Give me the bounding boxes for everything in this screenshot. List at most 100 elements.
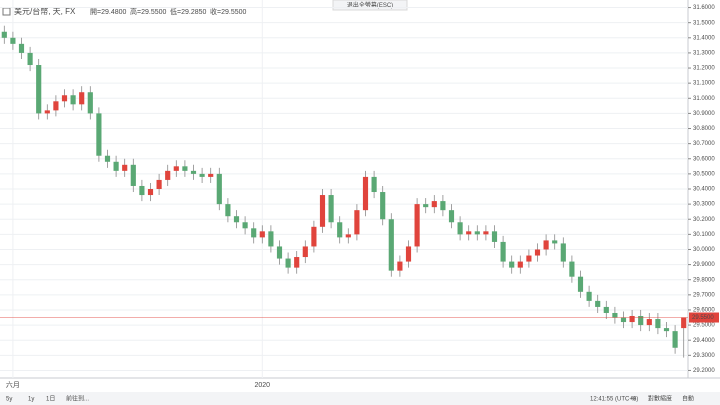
candle-body — [629, 316, 635, 323]
candle-body — [526, 255, 532, 262]
exit-button[interactable] — [332, 0, 408, 11]
candle-body — [139, 185, 145, 196]
bottom-toolbar — [0, 392, 720, 405]
candle-body — [534, 249, 541, 256]
candle-body — [18, 43, 25, 53]
candle-body — [380, 192, 386, 220]
candle-body — [113, 161, 119, 171]
candle-body — [225, 204, 231, 217]
candle-body — [216, 173, 222, 205]
y-tick-label: 31.2000 — [693, 66, 715, 72]
candle-body — [208, 173, 214, 177]
toolbar-button[interactable]: 前往到... — [66, 395, 89, 403]
candle-body — [199, 173, 205, 177]
candle-body — [285, 258, 291, 268]
toolbar-button[interactable]: 自動 — [682, 395, 694, 403]
y-tick-label: 31.3000 — [693, 50, 715, 56]
y-tick-label: 29.4000 — [693, 338, 715, 344]
ohlc-legend: 高=29.5500 — [130, 7, 166, 16]
candle-body — [405, 246, 412, 262]
candle-body — [397, 261, 403, 271]
candle-body — [61, 95, 68, 102]
candle-body — [251, 228, 257, 238]
candle-body — [10, 37, 16, 44]
y-tick-label: 31.4000 — [693, 35, 715, 41]
candle-body — [448, 210, 455, 223]
ohlc-legend: 開=29.4800 — [90, 8, 126, 16]
candle-body — [509, 261, 515, 268]
candle-body — [122, 164, 128, 171]
toolbar-button[interactable]: % — [631, 397, 637, 403]
candle-body — [620, 317, 627, 323]
y-tick-label: 30.6000 — [693, 156, 715, 162]
candle-body — [182, 166, 188, 171]
candle-body — [655, 319, 661, 329]
candle-body — [431, 201, 437, 208]
candle-body — [53, 101, 59, 111]
candle-body — [147, 189, 154, 196]
toolbar-button[interactable]: 1y — [28, 397, 34, 403]
candle-body — [259, 231, 265, 238]
candle-body — [388, 219, 394, 271]
candle-body — [638, 316, 644, 326]
y-tick-label: 30.3000 — [693, 202, 715, 208]
y-tick-label: 30.2000 — [693, 217, 715, 223]
toolbar-button[interactable]: 對數縮度 — [648, 395, 672, 403]
y-tick-label: 30.7000 — [693, 141, 715, 147]
candle-body — [294, 257, 300, 268]
candle-body — [1, 31, 7, 38]
candle-body — [104, 155, 111, 162]
candle-body — [242, 222, 248, 229]
toolbar-button[interactable]: 1日 — [46, 396, 55, 403]
candle-body — [569, 261, 575, 277]
candle-body — [130, 164, 136, 186]
y-tick-label: 29.6000 — [693, 308, 715, 314]
ohlc-legend: 低=29.2850 — [170, 7, 206, 16]
x-tick-label: 六月 — [6, 380, 20, 389]
candle-body — [681, 317, 687, 329]
candle-body — [646, 319, 652, 326]
candle-body — [70, 95, 76, 105]
candle-body — [173, 166, 179, 171]
y-tick-label: 31.5000 — [693, 20, 715, 26]
candle-body — [603, 306, 609, 313]
candle-body — [268, 231, 274, 247]
last-price-label: 29.5500 — [692, 315, 714, 321]
candle-body — [595, 300, 601, 307]
y-tick-label: 30.9000 — [693, 111, 715, 117]
candle-body — [190, 170, 197, 174]
y-tick-label: 29.8000 — [693, 277, 715, 283]
ohlc-legend: 收=29.5500 — [210, 7, 246, 16]
candle-body — [337, 222, 343, 238]
candle-body — [328, 195, 334, 223]
y-tick-label: 30.5000 — [693, 171, 715, 177]
candle-body — [36, 65, 42, 114]
candle-body — [491, 231, 498, 242]
candle-body — [371, 176, 377, 193]
candle-body — [663, 328, 670, 332]
candle-body — [276, 246, 283, 259]
candle-body — [345, 234, 351, 238]
candle-body — [517, 261, 523, 268]
exit-button-label[interactable]: 退出全螢幕(ESC) — [347, 1, 393, 9]
y-tick-label: 31.1000 — [693, 81, 715, 87]
candle-body — [440, 201, 446, 211]
y-tick-label: 29.3000 — [693, 353, 715, 359]
candle-body — [483, 231, 489, 235]
last-price-tag — [689, 312, 719, 323]
toolbar-button[interactable]: 5y — [6, 397, 12, 403]
candle-body — [457, 222, 463, 235]
candle-body — [414, 204, 420, 247]
candle-body — [79, 92, 85, 105]
candle-body — [311, 226, 317, 247]
y-tick-label: 30.1000 — [693, 232, 715, 238]
candle-body — [577, 276, 584, 292]
candle-body — [354, 210, 360, 235]
candle-body — [552, 240, 558, 244]
candle-body — [586, 291, 592, 301]
y-tick-label: 30.8000 — [693, 126, 715, 132]
y-tick-label: 30.0000 — [693, 247, 715, 253]
y-tick-label: 29.5000 — [693, 323, 715, 329]
